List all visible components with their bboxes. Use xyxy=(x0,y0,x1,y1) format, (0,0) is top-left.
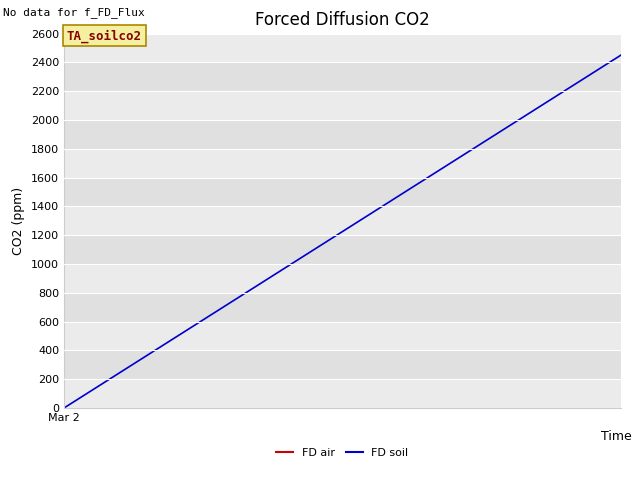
Legend: FD air, FD soil: FD air, FD soil xyxy=(272,444,413,462)
Text: TA_soilco2: TA_soilco2 xyxy=(67,29,142,43)
Text: Time: Time xyxy=(601,431,632,444)
Bar xyxy=(64,293,621,322)
Bar xyxy=(64,206,621,235)
Bar xyxy=(64,264,621,293)
Bar xyxy=(64,235,621,264)
Bar xyxy=(64,350,621,379)
Text: No data for f_FD_Flux: No data for f_FD_Flux xyxy=(3,7,145,18)
Bar xyxy=(64,322,621,350)
Bar xyxy=(64,379,621,408)
Bar xyxy=(64,120,621,149)
Bar xyxy=(64,91,621,120)
Bar xyxy=(64,178,621,206)
Bar xyxy=(64,34,621,62)
Bar xyxy=(64,62,621,91)
Y-axis label: CO2 (ppm): CO2 (ppm) xyxy=(12,187,26,255)
Bar xyxy=(64,149,621,178)
Title: Forced Diffusion CO2: Forced Diffusion CO2 xyxy=(255,11,430,29)
